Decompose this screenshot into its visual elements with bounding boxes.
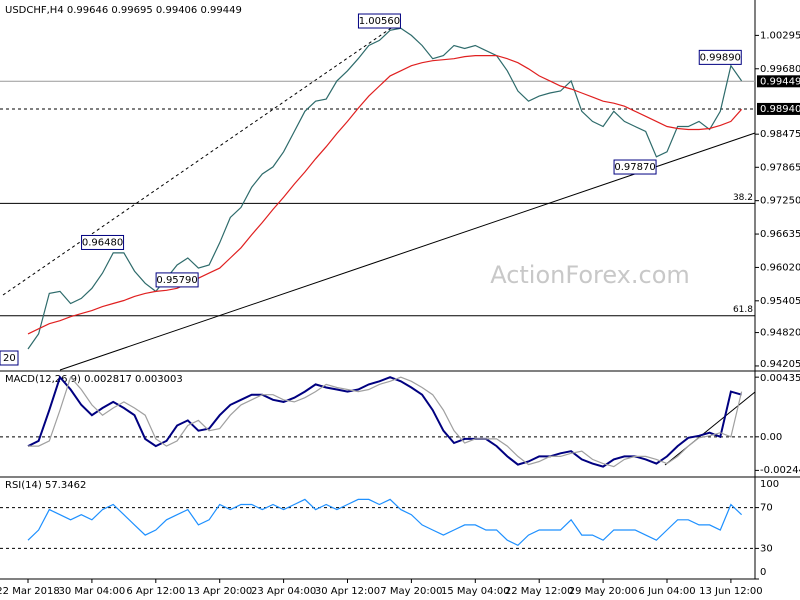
annotation-label: 1.00560 [359, 16, 400, 27]
watermark: ActionForex.com [490, 261, 690, 289]
y-tick-label: 0.96020 [760, 262, 800, 273]
y-tick-label: 0.99680 [760, 64, 800, 75]
annotation-label: 0.97870 [614, 162, 655, 173]
y-tick-label: 0.97865 [760, 162, 800, 173]
annotation-box [698, 49, 742, 65]
x-tick-label: 13 Apr 20:00 [187, 586, 252, 597]
series-line [27, 498, 743, 547]
y-tick-label: 30 [760, 543, 773, 554]
x-tick-label: 22 May 12:00 [505, 586, 574, 597]
y-tick-label: 0 [760, 567, 766, 578]
annotation-label: 20 [3, 353, 16, 364]
annotation-box [0, 350, 19, 366]
y-tick-label: 0.004351 [760, 373, 800, 384]
price-level-box [757, 75, 800, 88]
annotation-box [81, 234, 125, 250]
y-tick-label: 0.94820 [760, 328, 800, 339]
annotation-box [613, 159, 657, 175]
y-tick-label: 70 [760, 503, 773, 514]
rsi-title: RSI(14) 57.3462 [5, 480, 86, 491]
y-tick-label: 0.96635 [760, 229, 800, 240]
annotation-box [155, 272, 199, 288]
x-tick-label: 15 May 04:00 [441, 586, 510, 597]
macd-trend-line [664, 391, 756, 466]
y-tick-label: -0.002448 [760, 465, 800, 476]
dashed-channel-line [2, 21, 401, 296]
y-tick-label: 0.98475 [760, 129, 800, 140]
annotation-label: 0.95790 [156, 275, 197, 286]
annotation-label: 0.96480 [82, 237, 123, 248]
y-tick-label: 0.95405 [760, 296, 800, 307]
x-tick-label: 30 Apr 12:00 [315, 586, 380, 597]
x-tick-label: 6 Apr 12:00 [126, 586, 185, 597]
y-tick-label: 0.97250 [760, 196, 800, 207]
fib-label: 61.8 [733, 305, 753, 315]
fib-label: 38.2 [733, 193, 753, 203]
x-tick-label: 7 May 20:00 [380, 586, 442, 597]
y-tick-label: 100 [760, 479, 779, 490]
series-line [27, 54, 743, 335]
annotation-box [357, 13, 401, 29]
x-tick-label: 22 Mar 2018 [0, 586, 60, 597]
series-line [28, 376, 743, 468]
x-tick-label: 6 Jun 04:00 [638, 586, 695, 597]
price-level-box [757, 102, 800, 115]
price-level-label: 0.99449 [760, 76, 800, 87]
chart-title: USDCHF,H4 0.99646 0.99695 0.99406 0.9944… [5, 5, 242, 16]
annotation-label: 0.99890 [700, 52, 741, 63]
price-level-label: 0.98940 [760, 104, 800, 115]
macd-title: MACD(12,26,9) 0.002817 0.003003 [5, 374, 183, 385]
x-tick-label: 23 Apr 04:00 [251, 586, 316, 597]
y-tick-label: 1.00295 [760, 30, 800, 41]
x-tick-label: 29 May 20:00 [569, 586, 638, 597]
series-line [27, 27, 743, 350]
series-line [27, 375, 742, 468]
y-tick-label: 0.00 [760, 432, 782, 443]
x-tick-label: 13 Jun 12:00 [699, 586, 763, 597]
x-tick-label: 30 Mar 04:00 [59, 586, 126, 597]
y-tick-label: 0.94205 [760, 359, 800, 370]
